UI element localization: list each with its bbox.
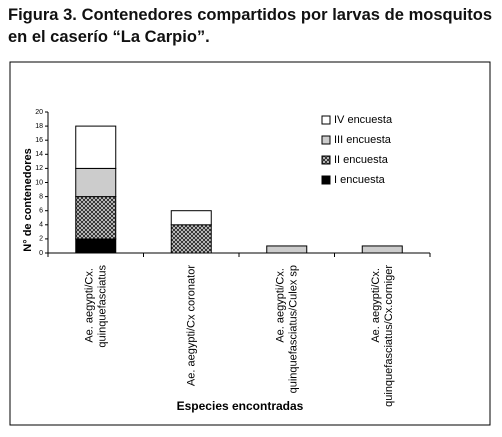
y-tick-label: 2 xyxy=(39,236,43,243)
y-axis-label: N° de contenedores xyxy=(22,148,34,251)
x-axis-label: Especies encontradas xyxy=(177,399,304,413)
legend-swatch xyxy=(321,155,331,165)
bar-segment xyxy=(266,245,308,254)
bar-segment xyxy=(75,167,117,198)
y-tick-label: 14 xyxy=(35,151,43,158)
legend-label: IV encuesta xyxy=(334,114,393,126)
legend-label: III encuesta xyxy=(334,134,392,146)
y-tick-label: 20 xyxy=(35,109,43,116)
y-tick-label: 6 xyxy=(39,208,43,215)
figure-caption: Figura 3. Contenedores compartidos por l… xyxy=(8,6,492,46)
bar-segment xyxy=(75,238,117,254)
y-tick-label: 16 xyxy=(35,137,43,144)
legend-swatch xyxy=(321,175,331,185)
legend-swatch xyxy=(321,115,331,125)
x-tick-label: Ae. aegypti/Cx. quinquefasciatus/Cx.corn… xyxy=(370,265,395,407)
x-tick-label: Ae. aegypti/Cx coronator xyxy=(185,265,197,386)
bar-segment xyxy=(170,210,212,226)
bar-segment xyxy=(170,224,212,254)
legend-swatch xyxy=(321,135,331,145)
y-tick-label: 12 xyxy=(35,165,43,172)
y-tick-label: 10 xyxy=(35,179,43,186)
y-tick-label: 4 xyxy=(39,222,43,229)
legend-label: II encuesta xyxy=(334,154,389,166)
y-tick-label: 8 xyxy=(39,193,43,200)
x-tick-label: Ae. aegypti/Cx. quinquefasciatus xyxy=(83,265,108,348)
y-tick-label: 0 xyxy=(39,250,43,257)
bar-segment xyxy=(75,196,117,240)
x-tick-label: Ae. aegypti/Cx. quinquefasciatus/Culex s… xyxy=(274,265,299,393)
chart-frame xyxy=(9,61,491,426)
y-tick-label: 18 xyxy=(35,123,43,130)
bar-segment xyxy=(361,245,403,254)
legend-label: I encuesta xyxy=(334,174,386,186)
bar-segment xyxy=(75,125,117,169)
